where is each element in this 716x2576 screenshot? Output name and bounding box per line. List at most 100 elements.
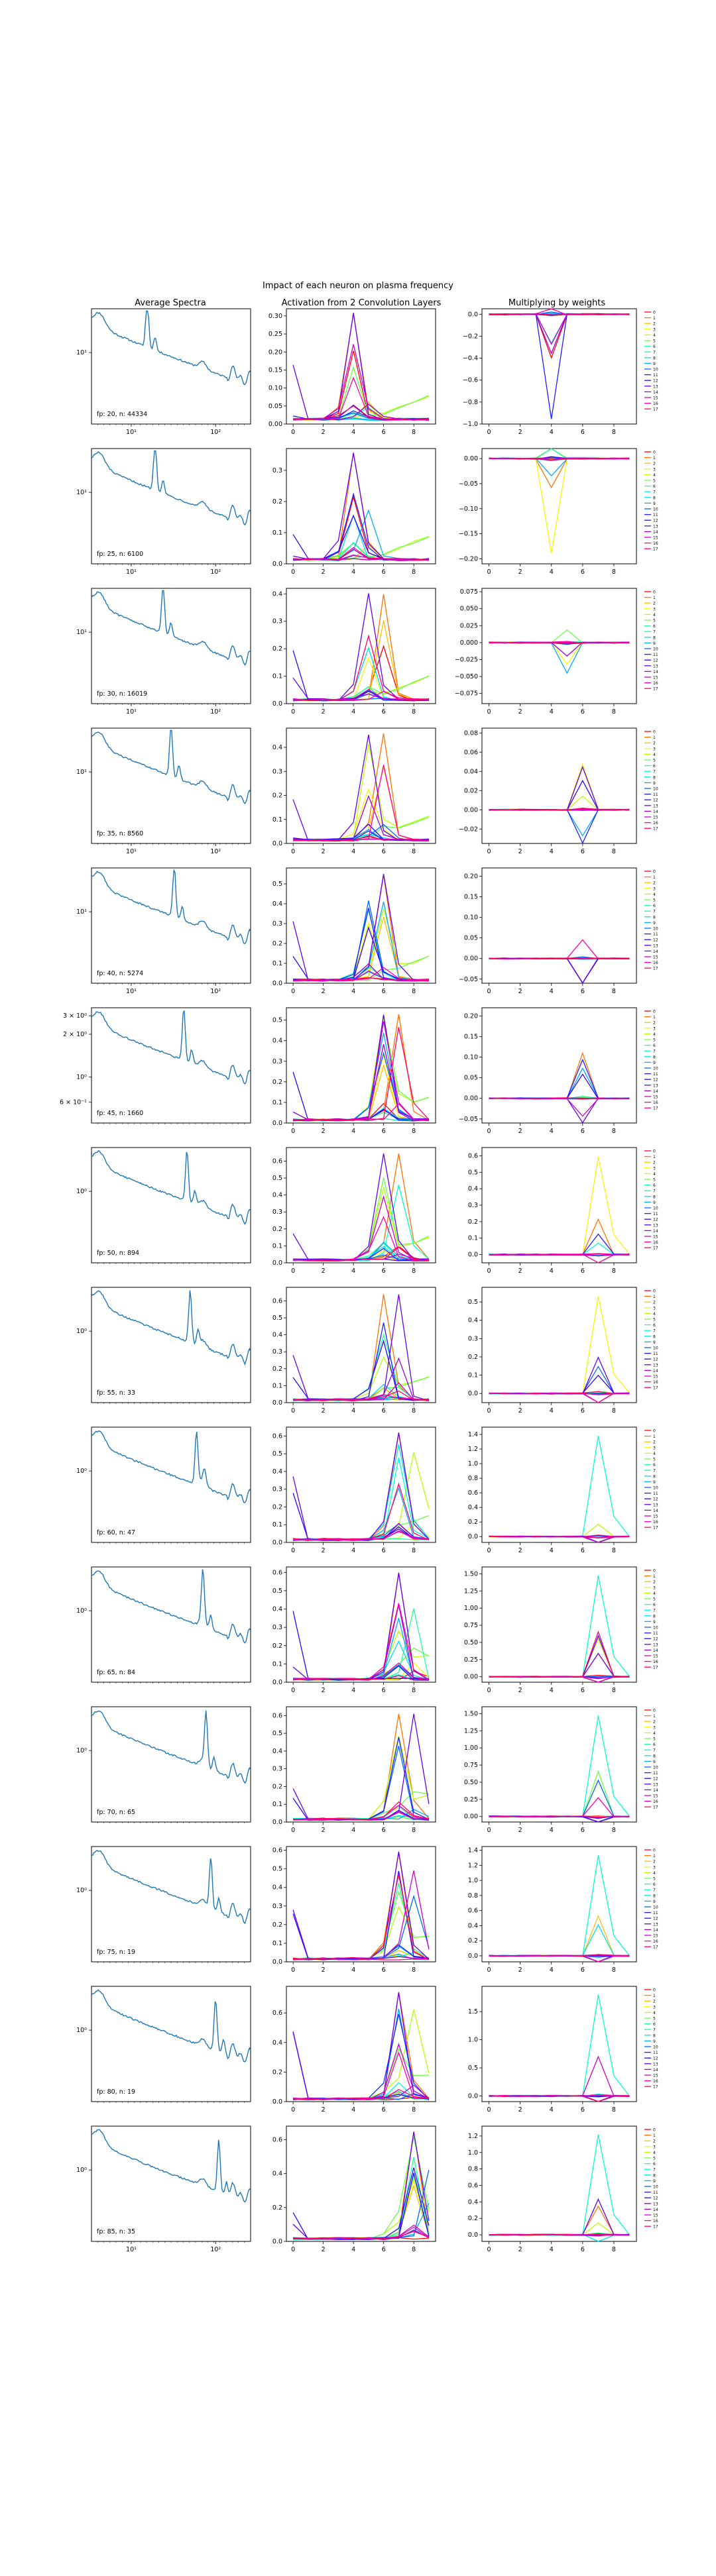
x-tick-label: 6 [581, 1547, 585, 1554]
panel-spectrum-row-3: fp: 35, n: 8560 10¹ 10² 10¹ [76, 727, 251, 855]
series-line-17 [489, 808, 630, 811]
y-tick-label: 0.6 [468, 1152, 478, 1159]
y-tick-label: 0.1 [272, 1801, 282, 1808]
series-line-2 [489, 1915, 630, 1957]
x-tick-label: 4 [351, 848, 355, 855]
series-line-2 [489, 1637, 630, 1678]
y-tick-label: 0.10 [464, 914, 478, 922]
legend-label: 1 [653, 1994, 656, 1998]
series-line-6 [293, 1333, 429, 1401]
series-line-15 [489, 313, 630, 345]
legend-label: 7 [653, 2168, 656, 2173]
series-line-14 [293, 1523, 429, 1541]
legend-label: 1 [653, 1854, 656, 1858]
series-line-1 [489, 457, 630, 489]
legend-label: 5 [653, 1597, 656, 1602]
series-line-12 [489, 957, 630, 984]
y-tick-label: 0.3 [468, 1202, 478, 1209]
legend-label: 3 [653, 467, 656, 472]
legend-label: 5 [653, 479, 656, 484]
legend-label: 9 [653, 1760, 656, 1764]
series-line-14 [293, 1044, 429, 1122]
y-tick-label: 0.0 [468, 1533, 478, 1540]
legend-label: 6 [653, 1603, 656, 1607]
x-tick-label: 8 [412, 1966, 416, 1974]
series-line-11 [489, 1058, 630, 1099]
y-tick-label: 0.20 [268, 349, 282, 356]
legend-label: 6 [653, 2162, 656, 2167]
y-tick-label: 0.2 [468, 2215, 478, 2222]
y-tick-label: 0.00 [464, 455, 478, 462]
axes-frame [481, 727, 637, 844]
legend-label: 17 [653, 2085, 658, 2090]
legend-label: 8 [653, 1614, 656, 1619]
panel-weighted-row-6: 0 2 4 6 80.00.10.20.30.40.50.601234567891011… [468, 1147, 658, 1275]
x-tick-label: 8 [412, 429, 416, 436]
column-title-activation: Activation from 2 Convolution Layers [282, 298, 442, 308]
legend-label: 5 [653, 1038, 656, 1043]
axes-frame [286, 1287, 436, 1403]
x-tick-label: 6 [581, 429, 585, 436]
spectrum-annotation: fp: 40, n: 5274 [97, 970, 143, 977]
y-tick-label: 10⁰ [76, 1747, 87, 1754]
x-tick-label: 4 [351, 1407, 355, 1415]
x-tick-label: 8 [612, 1687, 616, 1694]
y-tick-label: 0.1 [272, 816, 282, 824]
series-line-17 [293, 1801, 430, 1821]
y-tick-label: 0.1 [272, 960, 282, 967]
legend-label: 6 [653, 2022, 656, 2027]
series-line-10 [489, 1779, 630, 1817]
x-tick-label: 0 [291, 1827, 295, 1834]
legend-label: 8 [653, 1894, 656, 1898]
series-line-3 [489, 763, 630, 811]
legend-label: 10 [653, 927, 658, 932]
legend-label: 4 [653, 1172, 656, 1177]
legend-label: 14 [653, 1648, 658, 1653]
y-tick-label: 0.1 [272, 1940, 282, 1947]
x-tick-label: 8 [412, 1267, 416, 1275]
series-line-17 [489, 1631, 630, 1678]
panel-weighted-row-11: 0 2 4 6 80.00.20.40.60.81.01.21.4 01234567891… [468, 1846, 658, 1974]
legend-label: 13 [653, 1642, 658, 1647]
spectrum-line [91, 1430, 251, 1503]
y-tick-label: 0.4 [468, 2198, 478, 2206]
legend-label: 10 [653, 647, 658, 652]
legend-label: 13 [653, 1503, 658, 1507]
y-tick-label: 6 × 10⁻¹ [60, 1099, 87, 1106]
y-tick-label: 0.050 [460, 606, 478, 613]
axes-frame [286, 1426, 436, 1543]
axes-frame [91, 1287, 251, 1403]
legend-label: 4 [653, 753, 656, 757]
y-tick-label: 0.6 [272, 1847, 282, 1854]
legend-label: 0 [653, 1010, 656, 1014]
legend-label: 15 [653, 1375, 658, 1379]
x-tick-label: 10² [210, 988, 221, 995]
y-tick-label: 0.2 [272, 1783, 282, 1790]
series-line-17 [489, 457, 630, 461]
x-tick-label: 6 [581, 2106, 585, 2114]
y-tick-label: 0.3 [272, 1903, 282, 1910]
axes-frame [286, 308, 436, 425]
legend-label: 10 [653, 1766, 658, 1770]
series-line-5 [293, 1177, 430, 1261]
x-tick-label: 8 [412, 1827, 416, 1834]
axes-frame [481, 1007, 637, 1124]
axes-frame [481, 1706, 637, 1823]
legend-label: 17 [653, 1945, 658, 1950]
y-tick-label: 0.3 [272, 1208, 282, 1216]
x-tick-label: 2 [322, 1827, 326, 1834]
y-tick-label: 0.4 [272, 744, 282, 751]
legend-label: 17 [653, 2225, 658, 2229]
series-line-17 [293, 1675, 429, 1681]
panel-spectrum-row-9: fp: 65, n: 84 10⁰ [76, 1566, 251, 1684]
x-tick-label: 0 [487, 2106, 491, 2114]
y-tick-label: 0.0 [272, 1260, 282, 1267]
y-tick-label: 0.6 [272, 1569, 282, 1576]
y-tick-label: 1.4 [468, 1847, 478, 1854]
x-tick-label: 0 [291, 708, 295, 716]
legend-label: 14 [653, 949, 658, 954]
panel-weighted-row-0: 0 2 4 6 80.0−0.2−0.4−0.6−0.8−1.0012345678910… [463, 308, 658, 436]
